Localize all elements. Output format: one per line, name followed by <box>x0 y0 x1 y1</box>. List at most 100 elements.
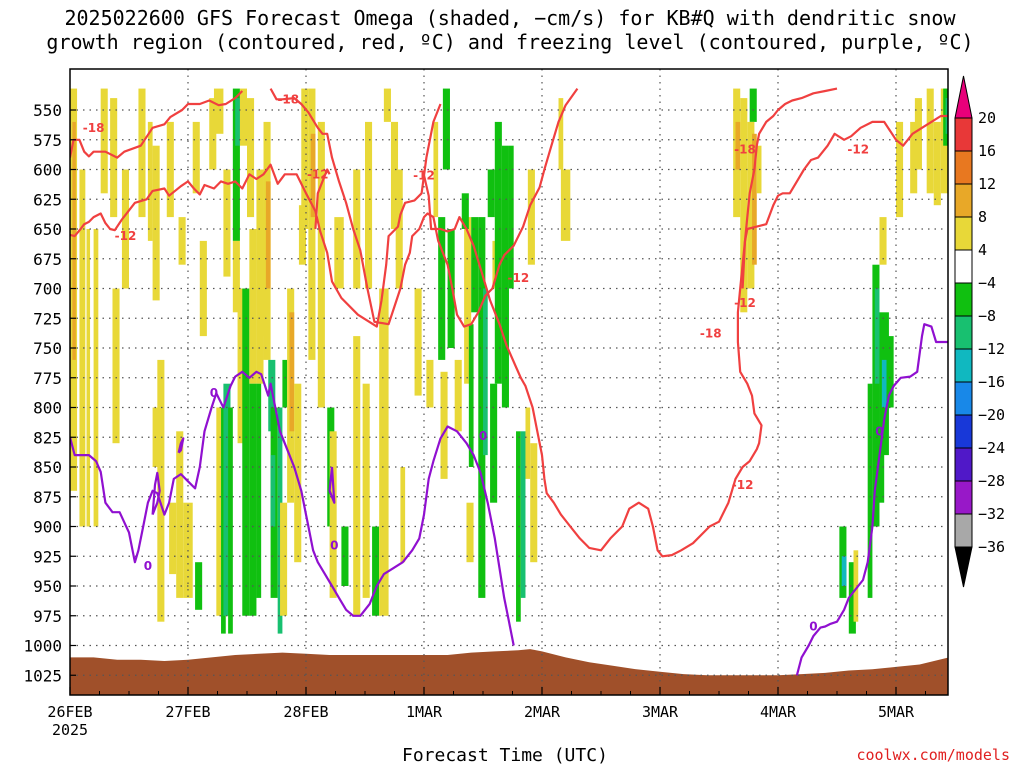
y-tick-label: 850 <box>33 458 62 477</box>
omega-shading <box>70 88 948 634</box>
omega-band <box>298 205 306 265</box>
omega-band <box>461 193 469 229</box>
colorbar-label: −4 <box>978 274 996 292</box>
omega-band <box>841 556 847 586</box>
freezing-level-contours <box>70 323 948 676</box>
omega-band <box>740 98 748 313</box>
omega-band <box>520 431 526 598</box>
omega-band <box>933 121 941 206</box>
dgz-contours <box>70 87 948 558</box>
y-tick-label: 875 <box>33 488 62 507</box>
colorbar-cap-bottom <box>954 546 973 588</box>
colorbar-swatch <box>954 117 973 152</box>
colorbar-swatch <box>954 513 973 548</box>
omega-band <box>310 133 316 218</box>
omega-band <box>447 229 455 348</box>
omega-band <box>228 407 233 634</box>
omega-band <box>466 502 474 563</box>
contour-labels: -12 -18 -18 -12 -18 -12 -12 -12 -12 -12 -18 0 0 0 0 0 0 <box>83 92 884 633</box>
omega-band <box>896 121 904 218</box>
colorbar-swatch <box>954 348 973 383</box>
dgz-contour <box>741 87 838 289</box>
omega-band <box>216 407 222 616</box>
omega-band <box>334 217 344 289</box>
omega-band <box>282 359 288 408</box>
contour-label: -12 <box>307 167 329 181</box>
chart-title: 2025022600 GFS Forecast Omega (shaded, −… <box>46 6 974 54</box>
omega-band <box>516 431 521 622</box>
omega-band <box>237 288 245 444</box>
omega-band <box>926 88 934 194</box>
contour-label: -18 <box>700 327 722 341</box>
y-tick-label: 925 <box>33 547 62 566</box>
omega-band <box>560 169 571 241</box>
y-tick-label: 825 <box>33 428 62 447</box>
omega-band <box>414 288 422 396</box>
y-tick-label: 650 <box>33 220 62 239</box>
y-tick-label: 600 <box>33 161 62 180</box>
contour-label: 0 <box>144 559 152 573</box>
dgz-contour <box>269 87 579 328</box>
contour-label: 0 <box>210 386 218 400</box>
colorbar-label: 20 <box>978 109 996 127</box>
omega-band <box>301 88 309 229</box>
contour-label: -12 <box>734 296 756 310</box>
y-tick-label: 800 <box>33 399 62 418</box>
omega-band <box>848 562 856 634</box>
x-tick-label: 2MAR <box>524 703 561 721</box>
y-tick-label: 550 <box>33 101 62 120</box>
omega-band <box>152 145 160 301</box>
x-tick-label: 5MAR <box>878 703 915 721</box>
omega-band <box>433 121 439 218</box>
contour-label: -18 <box>83 121 105 135</box>
omega-band <box>256 383 262 598</box>
omega-band <box>494 121 502 384</box>
omega-band <box>341 526 349 586</box>
colorbar-label: −24 <box>978 439 1005 457</box>
omega-band <box>501 145 509 408</box>
omega-band <box>192 121 200 194</box>
colorbar-swatch <box>954 414 973 449</box>
freezing-contour <box>795 323 948 676</box>
colorbar-swatch <box>954 447 973 482</box>
colorbar-label: 12 <box>978 175 996 193</box>
y-tick-label: 975 <box>33 607 62 626</box>
site-credit: coolwx.com/models <box>856 746 1010 764</box>
x-tick-label: 1MAR <box>406 703 443 721</box>
x-axis-title: Forecast Time (UTC) <box>402 745 608 766</box>
omega-band <box>242 288 250 616</box>
colorbar-label: −36 <box>978 538 1005 556</box>
omega-band <box>270 455 276 527</box>
omega-band <box>487 169 495 218</box>
omega-band <box>79 169 86 527</box>
omega-band <box>879 217 887 265</box>
colorbar-swatch <box>954 480 973 515</box>
colorbar-label: 16 <box>978 142 996 160</box>
omega-band <box>440 371 448 479</box>
omega-band <box>877 431 885 503</box>
omega-band <box>223 169 231 277</box>
omega-band <box>247 98 255 218</box>
omega-band <box>112 288 120 444</box>
colorbar-label: 4 <box>978 241 987 259</box>
colorbar-swatch <box>954 150 973 185</box>
omega-band <box>147 121 153 241</box>
omega-band <box>86 229 91 527</box>
omega-band <box>881 359 887 408</box>
omega-band <box>426 359 434 408</box>
omega-band <box>752 133 757 265</box>
omega-band <box>265 181 271 289</box>
omega-band <box>735 121 741 170</box>
omega-band <box>395 169 403 289</box>
colorbar-label: −12 <box>978 340 1005 358</box>
y-tick-label: 1000 <box>23 637 62 656</box>
x-tick-label: 27FEB <box>165 703 210 721</box>
omega-band <box>277 407 283 634</box>
omega-band <box>223 383 231 616</box>
colorbar: 20 16 12 8 4 −4 −8 −12 −16 −20 −24 −28 −32 −36 <box>954 75 1005 588</box>
contour-label: -18 <box>734 142 756 156</box>
omega-band <box>558 98 564 170</box>
omega-band <box>471 217 479 313</box>
x-tick-label: 4MAR <box>760 703 797 721</box>
